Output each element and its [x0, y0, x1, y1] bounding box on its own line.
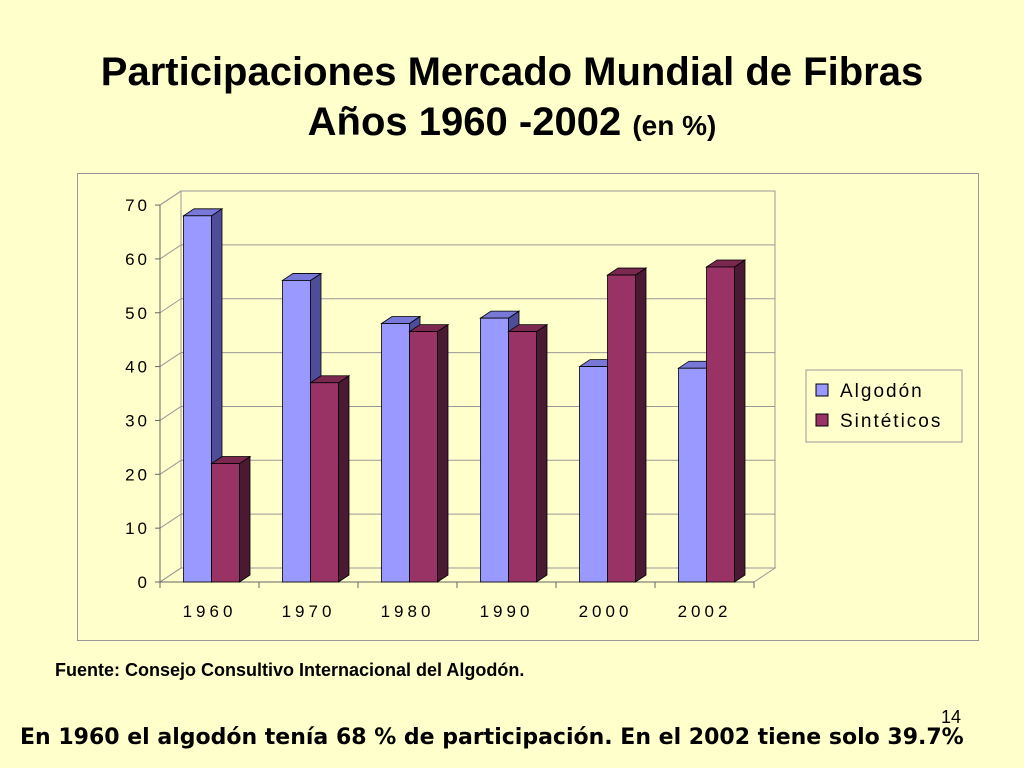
bar-side	[239, 455, 251, 583]
x-tick-label: 1960	[183, 602, 237, 621]
bar-front	[282, 280, 311, 583]
gridline-side	[159, 567, 182, 583]
bar	[408, 323, 450, 583]
page-number: 14	[941, 707, 962, 727]
x-tick-label: 1990	[480, 602, 534, 621]
bar	[606, 267, 648, 583]
gridline-side	[159, 459, 182, 475]
bar-front	[678, 367, 707, 583]
bar-front	[607, 274, 636, 583]
gridline-side	[159, 352, 182, 368]
gridline-side	[159, 190, 182, 206]
bar	[507, 323, 549, 583]
bar-chart: 0 10 20 30 40 50 60 70 1960 1970 1980 1990 2000 2002 A…	[125, 190, 963, 621]
chart-title: Participaciones Mercado Mundial de Fibra…	[100, 50, 924, 94]
y-tick-label: 70	[125, 196, 150, 215]
source-note: Fuente: Consejo Consultivo Internacional…	[55, 660, 525, 680]
bar-front	[508, 331, 537, 583]
bar-front	[706, 266, 735, 583]
y-tick-label: 0	[138, 573, 150, 592]
chart-area: 0 10 20 30 40 50 60 70 1960 1970 1980 1990 2000 2002 A…	[77, 173, 979, 641]
x-tick-label: 2002	[678, 602, 732, 621]
y-tick-label: 10	[125, 519, 150, 538]
bar-front	[183, 215, 212, 583]
bar-side	[437, 323, 449, 583]
y-tick-label: 50	[125, 304, 150, 323]
subtitle-unit: (en %)	[632, 110, 717, 141]
bar-side	[338, 375, 350, 583]
bar-front	[579, 366, 608, 583]
bar-side	[635, 267, 647, 583]
bar-front	[480, 317, 509, 583]
legend-swatch	[815, 413, 829, 427]
bar-side	[734, 259, 746, 583]
legend-label: Sintéticos	[840, 411, 942, 432]
y-tick-label: 60	[125, 250, 150, 269]
x-tick-label: 1970	[282, 602, 336, 621]
bar	[210, 455, 252, 583]
y-tick-label: 30	[125, 411, 150, 430]
bar-front	[381, 323, 410, 583]
legend-swatch	[815, 383, 829, 397]
gridline-side	[159, 406, 182, 421]
bar-front	[409, 331, 438, 583]
footer-note: En 1960 el algodón tenía 68 % de partici…	[20, 725, 964, 750]
legend-label: Algodón	[840, 381, 924, 402]
bar-front	[310, 382, 339, 583]
legend: Algodón Sintéticos	[805, 369, 963, 443]
legend-box	[805, 369, 963, 443]
bar-side	[536, 323, 548, 583]
x-tick-label: 1980	[381, 602, 435, 621]
bar	[309, 375, 351, 583]
gridline-side	[159, 513, 182, 529]
bar	[705, 259, 747, 583]
chart-subtitle: Años 1960 -2002 (en %)	[0, 100, 1024, 145]
y-tick-label: 40	[125, 358, 150, 377]
subtitle-years: Años 1960 -2002	[307, 100, 622, 144]
gridline-side	[159, 298, 182, 314]
plot-side-wall	[159, 190, 182, 583]
gridline-side	[159, 244, 182, 260]
bar-front	[211, 463, 240, 583]
x-tick-label: 2000	[579, 602, 633, 621]
y-tick-label: 20	[125, 465, 150, 484]
